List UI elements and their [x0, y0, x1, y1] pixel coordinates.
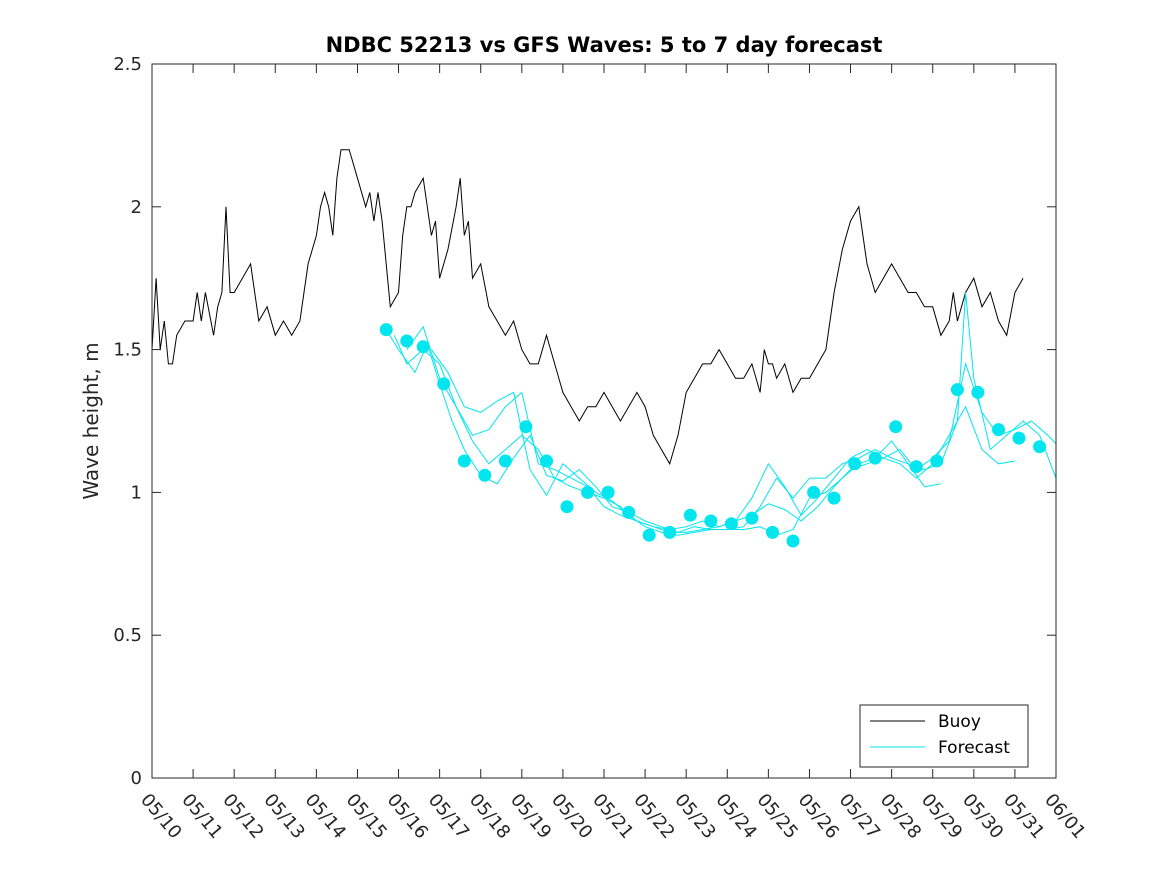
forecast-point [724, 517, 738, 531]
x-tick-label: 06/01 [1040, 790, 1089, 843]
forecast-series-line [430, 349, 941, 536]
forecast-point [601, 485, 615, 499]
x-tick-label: 05/15 [342, 790, 391, 843]
forecast-point [400, 334, 414, 348]
forecast-series-line [406, 325, 1015, 533]
forecast-point [766, 525, 779, 539]
y-tick-label: 1.5 [113, 340, 142, 361]
y-tick-label: 1 [131, 482, 142, 503]
x-tick-label: 05/25 [753, 790, 802, 843]
forecast-point [950, 383, 964, 397]
x-tick-label: 05/16 [383, 790, 432, 843]
forecast-point [889, 420, 903, 434]
y-axis: 0 0.5 1 1.5 2 2.5 [113, 54, 1056, 789]
x-tick-label: 05/24 [711, 790, 760, 843]
x-tick-label: 05/19 [506, 790, 555, 843]
forecast-point [498, 454, 512, 468]
x-tick-label: 05/11 [177, 790, 226, 843]
x-tick-label: 05/28 [876, 790, 925, 843]
forecast-point [683, 508, 697, 522]
forecast-point [992, 423, 1005, 437]
legend-box [859, 704, 1029, 768]
forecast-point [642, 528, 656, 542]
plot-frame [151, 63, 1057, 779]
x-tick-label: 05/14 [301, 790, 350, 843]
x-tick-label: 05/18 [465, 790, 514, 843]
forecast-point [560, 500, 574, 514]
forecast-point [416, 340, 430, 354]
y-tick-label: 2.5 [113, 54, 142, 75]
y-tick-label: 2 [131, 197, 142, 218]
chart-title: NDBC 52213 vs GFS Waves: 5 to 7 day fore… [326, 33, 883, 57]
x-tick-label: 05/29 [917, 790, 966, 843]
legend-label-forecast: Forecast [938, 738, 1010, 758]
x-tick-label: 05/26 [794, 790, 843, 843]
forecast-point [704, 514, 718, 528]
forecast-point [786, 534, 800, 548]
series-layer [151, 149, 1057, 548]
x-tick-label: 05/31 [999, 790, 1048, 843]
x-tick-label: 05/12 [218, 790, 267, 843]
x-tick-label: 05/27 [835, 790, 884, 843]
x-tick-label: 05/17 [424, 790, 473, 843]
y-axis-label: Wave height, m [79, 342, 103, 499]
x-tick-label: 05/30 [958, 790, 1007, 843]
y-tick-label: 0 [131, 768, 142, 789]
x-tick-label: 05/22 [629, 790, 678, 843]
forecast-point [457, 454, 471, 468]
forecast-point [1012, 431, 1026, 445]
forecast-point [827, 491, 841, 505]
buoy-series-line [151, 149, 1024, 466]
y-tick-label: 0.5 [113, 625, 142, 646]
legend: Buoy Forecast [859, 704, 1029, 768]
legend-label-buoy: Buoy [938, 712, 981, 732]
x-tick-label: 05/21 [588, 790, 637, 843]
x-tick-label: 05/10 [136, 790, 185, 843]
forecast-series-line [393, 335, 1057, 531]
x-tick-label: 05/13 [259, 790, 308, 843]
x-tick-label: 05/20 [547, 790, 596, 843]
x-tick-label: 05/23 [670, 790, 719, 843]
